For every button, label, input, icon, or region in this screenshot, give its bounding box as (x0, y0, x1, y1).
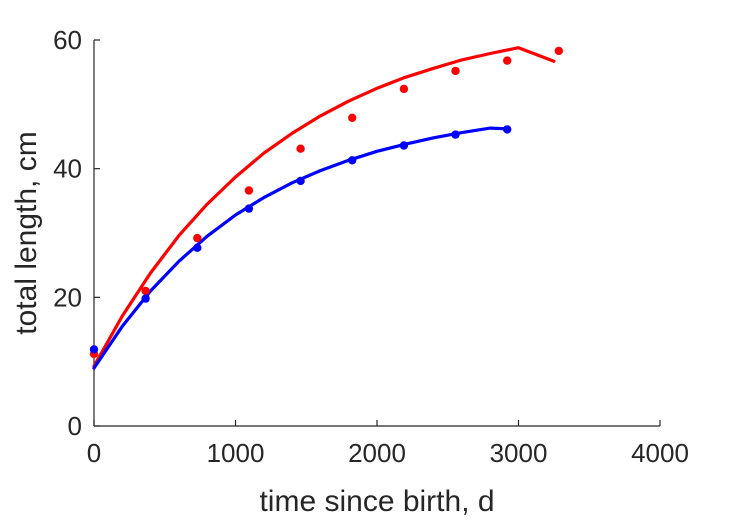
y-tick-label: 60 (53, 25, 82, 55)
data-point-series-2 (244, 204, 254, 213)
x-tick-label: 1000 (207, 438, 265, 468)
x-tick-label: 3000 (490, 438, 548, 468)
data-point-series-2 (296, 176, 305, 186)
data-point-series-1 (348, 113, 357, 123)
data-point-series-2 (503, 125, 512, 134)
data-point-series-1 (193, 233, 202, 243)
fit-line-series-1 (92, 46, 556, 368)
fit-lines (92, 46, 556, 370)
x-tick-label: 2000 (348, 438, 406, 468)
data-point-series-2 (399, 141, 409, 150)
data-point-series-1 (399, 84, 409, 94)
x-axis-label: time since birth, d (259, 485, 494, 518)
data-point-series-1 (503, 56, 512, 65)
fit-line-series-2 (92, 126, 509, 370)
data-point-series-1 (141, 286, 150, 296)
data-point-series-2 (193, 243, 202, 252)
y-axis-label: total length, cm (10, 131, 43, 334)
data-points (89, 46, 563, 359)
data-point-series-2 (348, 156, 357, 165)
data-point-series-1 (296, 144, 305, 153)
axes: 0 1000 2000 3000 4000 0 20 40 60 (53, 25, 689, 468)
data-point-series-1 (554, 46, 563, 56)
data-point-series-1 (244, 186, 254, 195)
data-point-series-1 (451, 66, 460, 76)
x-tick-label: 0 (87, 438, 101, 468)
x-tick-label: 4000 (631, 438, 689, 468)
data-point-series-2 (89, 345, 99, 354)
y-tick-label: 0 (68, 411, 82, 441)
data-point-series-2 (451, 130, 460, 139)
data-point-series-2 (141, 294, 150, 303)
y-tick-label: 20 (53, 282, 82, 312)
y-tick-label: 40 (53, 154, 82, 184)
